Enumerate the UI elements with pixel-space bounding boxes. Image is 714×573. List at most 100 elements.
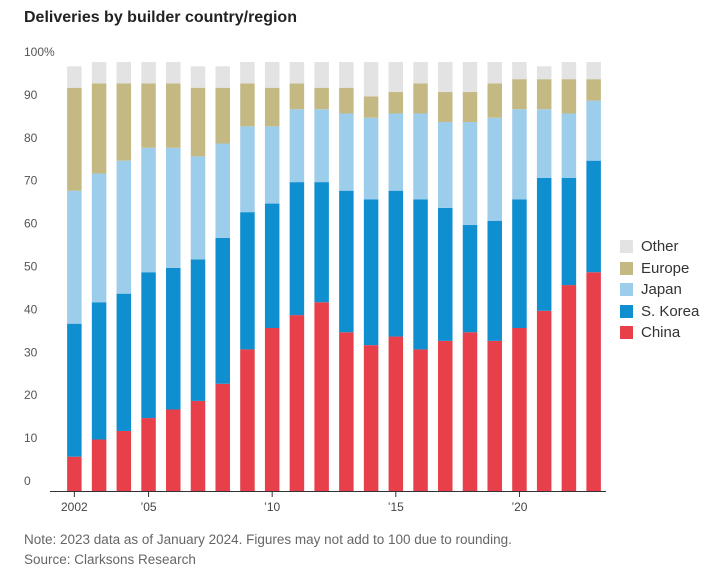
bar-segment-europe-2018 (462, 92, 478, 123)
bar-segment-japan-2009 (240, 126, 255, 213)
bar-segment-china-2008 (215, 383, 230, 491)
bar-segment-other-2007 (190, 66, 206, 88)
bar-segment-europe-2003 (91, 83, 107, 174)
bar-segment-other-2015 (388, 62, 404, 93)
x-tick-label: ’10 (264, 500, 280, 514)
bar-segment-europe-2008 (215, 87, 230, 144)
bar-segment-europe-2009 (240, 83, 255, 127)
bar-segment-other-2008 (215, 66, 230, 88)
bar-segment-europe-2010 (264, 87, 280, 127)
bar-segment-other-2002 (67, 66, 82, 88)
bar-segment-china-2023 (586, 272, 601, 491)
legend-item-japan: Japan (620, 279, 699, 301)
bar-segment-s-korea-2023 (586, 160, 601, 273)
bar-segment-s-korea-2012 (314, 182, 329, 303)
bar-segment-china-2002 (67, 456, 82, 491)
bar-segment-other-2021 (536, 66, 552, 80)
bar-segment-s-korea-2015 (388, 190, 404, 337)
bar-segment-other-2023 (586, 62, 601, 80)
chart-legend: Other Europe Japan S. Korea China (620, 236, 699, 344)
bar-segment-japan-2002 (67, 190, 82, 324)
bar-segment-other-2006 (166, 62, 181, 84)
legend-label: China (641, 324, 681, 342)
bar-segment-europe-2016 (413, 83, 428, 114)
bar-segment-china-2020 (512, 327, 527, 491)
y-tick-label: 50 (24, 260, 38, 274)
bar-segment-japan-2004 (116, 160, 132, 294)
bar-segment-japan-2006 (166, 147, 181, 268)
bar-segment-s-korea-2018 (462, 225, 478, 333)
bar-segment-s-korea-2011 (289, 182, 305, 316)
bar-segment-europe-2023 (586, 79, 601, 101)
bar-segment-china-2016 (413, 349, 428, 491)
y-tick-label: 10 (24, 431, 38, 445)
legend-item-europe: Europe (620, 258, 699, 280)
legend-label: Other (641, 238, 679, 256)
bar-segment-other-2009 (240, 62, 255, 84)
bar-segment-europe-2006 (166, 83, 181, 148)
bar-segment-s-korea-2006 (166, 267, 181, 410)
bar-segment-other-2013 (339, 62, 354, 88)
bar-segment-s-korea-2008 (215, 237, 230, 384)
footnote-note: Note: 2023 data as of January 2024. Figu… (24, 532, 512, 547)
bar-segment-europe-2004 (116, 83, 132, 161)
bar-segment-china-2021 (536, 310, 552, 491)
bar-segment-other-2018 (462, 62, 478, 93)
bar-segment-china-2015 (388, 336, 404, 491)
bar-segment-other-2011 (289, 62, 305, 84)
bar-segment-other-2017 (438, 62, 453, 93)
bar-segment-s-korea-2002 (67, 323, 82, 457)
bar-segment-japan-2013 (339, 113, 354, 191)
bar-segment-china-2014 (363, 345, 379, 491)
legend-swatch (620, 240, 633, 254)
bar-segment-china-2004 (116, 430, 132, 491)
bar-segment-china-2017 (438, 340, 453, 491)
legend-item-other: Other (620, 236, 699, 258)
legend-swatch (620, 283, 633, 297)
bar-segment-japan-2008 (215, 143, 230, 238)
y-tick-label: 30 (24, 345, 38, 359)
legend-swatch (620, 326, 633, 340)
bar-segment-china-2005 (141, 418, 156, 491)
x-tick-label: ’15 (388, 500, 404, 514)
bar-segment-china-2006 (166, 409, 181, 491)
y-tick-label: 80 (24, 131, 38, 145)
bar-segment-europe-2007 (190, 87, 206, 157)
bar-segment-other-2016 (413, 62, 428, 84)
footnote: Note: 2023 data as of January 2024. Figu… (24, 530, 512, 570)
y-tick-label: 100% (24, 45, 55, 59)
bar-segment-other-2020 (512, 62, 527, 80)
bar-segment-europe-2017 (438, 92, 453, 123)
bar-segment-other-2022 (561, 62, 577, 80)
y-tick-label: 70 (24, 174, 38, 188)
bar-segment-s-korea-2022 (561, 177, 577, 286)
bar-segment-s-korea-2017 (438, 207, 453, 341)
bar-segment-japan-2017 (438, 122, 453, 208)
x-tick-label: 2002 (61, 500, 88, 514)
bar-segment-s-korea-2004 (116, 293, 132, 431)
x-tick-label: ’20 (511, 500, 527, 514)
y-tick-label: 20 (24, 388, 38, 402)
bar-segment-europe-2015 (388, 92, 404, 114)
bar-segment-europe-2011 (289, 83, 305, 110)
x-tick-label: ’05 (141, 500, 157, 514)
bar-segment-china-2013 (339, 332, 354, 491)
bar-segment-europe-2021 (536, 79, 552, 110)
bar-segment-europe-2022 (561, 79, 577, 114)
bar-segment-europe-2019 (487, 83, 502, 118)
bar-segment-japan-2012 (314, 109, 329, 183)
bar-segment-s-korea-2019 (487, 220, 502, 341)
bar-segment-other-2005 (141, 62, 156, 84)
bar-segment-s-korea-2009 (240, 212, 255, 350)
bar-segment-japan-2015 (388, 113, 404, 191)
bar-segment-china-2022 (561, 285, 577, 491)
bar-segment-china-2003 (91, 439, 107, 491)
bar-segment-other-2003 (91, 62, 107, 84)
y-tick-label: 0 (24, 474, 31, 488)
bar-segment-s-korea-2007 (190, 259, 206, 401)
bar-segment-china-2010 (264, 327, 280, 491)
bar-segment-china-2007 (190, 400, 206, 491)
bar-segment-s-korea-2020 (512, 199, 527, 328)
bar-segment-japan-2019 (487, 117, 502, 221)
bar-segment-japan-2003 (91, 173, 107, 303)
